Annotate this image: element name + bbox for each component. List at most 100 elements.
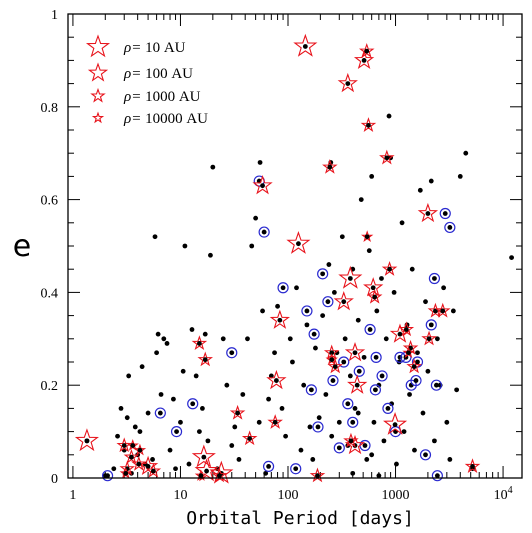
legend: ρ= 10 AU ρ= 100 AU ρ= 1000 AU ρ= 10000 AU	[85, 34, 208, 127]
red-star-marker	[131, 455, 147, 471]
data-point	[247, 436, 253, 441]
data-point	[186, 461, 192, 467]
red-star-marker	[421, 330, 437, 346]
data-point	[298, 447, 304, 453]
data-point	[509, 255, 514, 260]
data-point	[428, 322, 434, 328]
data-point	[345, 81, 351, 86]
data-point	[433, 308, 438, 314]
data-point	[256, 419, 262, 425]
data-point	[157, 410, 163, 416]
legend-label: ρ= 10 AU	[123, 40, 186, 56]
y-tick-label: 0.4	[41, 286, 59, 301]
data-point	[389, 401, 395, 407]
data-point	[425, 211, 431, 216]
data-point	[364, 457, 370, 462]
data-point	[352, 350, 358, 356]
data-point	[111, 466, 117, 472]
data-point	[118, 406, 124, 411]
data-point	[310, 457, 316, 462]
data-point	[137, 429, 143, 434]
red-star-marker	[337, 72, 358, 93]
red-star-marker	[293, 33, 318, 57]
data-point	[105, 473, 110, 479]
data-point	[235, 410, 241, 416]
red-star-marker	[338, 265, 363, 289]
data-point	[178, 419, 183, 425]
data-point	[261, 229, 267, 235]
blue-circle-marker	[317, 268, 329, 280]
data-point	[202, 331, 208, 337]
data-point	[331, 290, 337, 295]
red-star-marker	[344, 342, 366, 362]
red-star-marker	[343, 432, 359, 448]
data-point	[376, 382, 382, 388]
data-point	[155, 331, 161, 337]
data-point	[224, 382, 230, 388]
data-point	[129, 454, 134, 460]
blue-circle-marker	[154, 407, 166, 419]
data-point	[336, 445, 342, 451]
legend-star-icon	[90, 87, 106, 103]
data-point	[152, 234, 158, 240]
data-point	[150, 468, 156, 474]
data-point	[164, 341, 170, 346]
data-point	[145, 410, 151, 416]
data-point	[84, 438, 90, 444]
data-point	[376, 473, 382, 479]
data-point	[441, 285, 447, 291]
data-point	[341, 299, 347, 305]
data-point	[440, 308, 446, 314]
data-point	[355, 317, 361, 323]
x-tick-label: 1	[69, 488, 76, 503]
data-point	[371, 419, 377, 425]
data-point	[302, 44, 308, 49]
data-point	[272, 350, 277, 356]
red-star-marker	[360, 117, 377, 132]
data-point	[280, 285, 286, 291]
data-point	[426, 336, 432, 342]
data-point	[358, 197, 364, 203]
data-point	[253, 215, 259, 221]
red-star-marker	[383, 411, 408, 435]
data-point	[210, 164, 216, 170]
data-point	[374, 308, 380, 314]
data-point	[204, 468, 209, 474]
data-point	[407, 392, 412, 397]
data-point	[301, 382, 307, 388]
data-point	[329, 357, 335, 363]
data-point	[332, 364, 338, 370]
data-point	[423, 452, 428, 458]
data-point	[229, 443, 235, 448]
red-star-marker	[398, 321, 415, 337]
x-tick-label: 10	[173, 488, 187, 503]
data-point	[240, 392, 246, 397]
blue-circle-marker	[410, 374, 422, 387]
blue-circle-marker	[431, 470, 443, 482]
data-point	[373, 387, 378, 393]
data-point	[154, 350, 159, 356]
data-point	[425, 368, 431, 374]
y-tick-label: 0.8	[41, 101, 59, 116]
data-point	[347, 276, 353, 281]
data-point	[150, 457, 155, 462]
legend-label: ρ= 10000 AU	[123, 111, 208, 127]
blue-circle-marker	[425, 319, 437, 331]
red-star-marker	[406, 358, 422, 374]
data-point	[132, 424, 138, 430]
tick-labels: 1 10 100 1000 104 0 0.2 0.4 0.6 0.8 1	[41, 8, 513, 503]
blue-circle-marker	[430, 379, 443, 391]
blue-circle-marker	[101, 470, 114, 482]
data-point	[336, 419, 342, 425]
data-point	[342, 336, 348, 342]
red-star-marker	[197, 351, 214, 367]
data-point	[362, 443, 368, 448]
data-point	[447, 457, 453, 462]
data-point	[283, 433, 288, 439]
data-point	[432, 438, 437, 444]
data-point	[124, 415, 130, 421]
red-star-marker	[267, 414, 283, 429]
data-point	[208, 252, 213, 258]
legend-label: ρ= 1000 AU	[123, 89, 201, 105]
